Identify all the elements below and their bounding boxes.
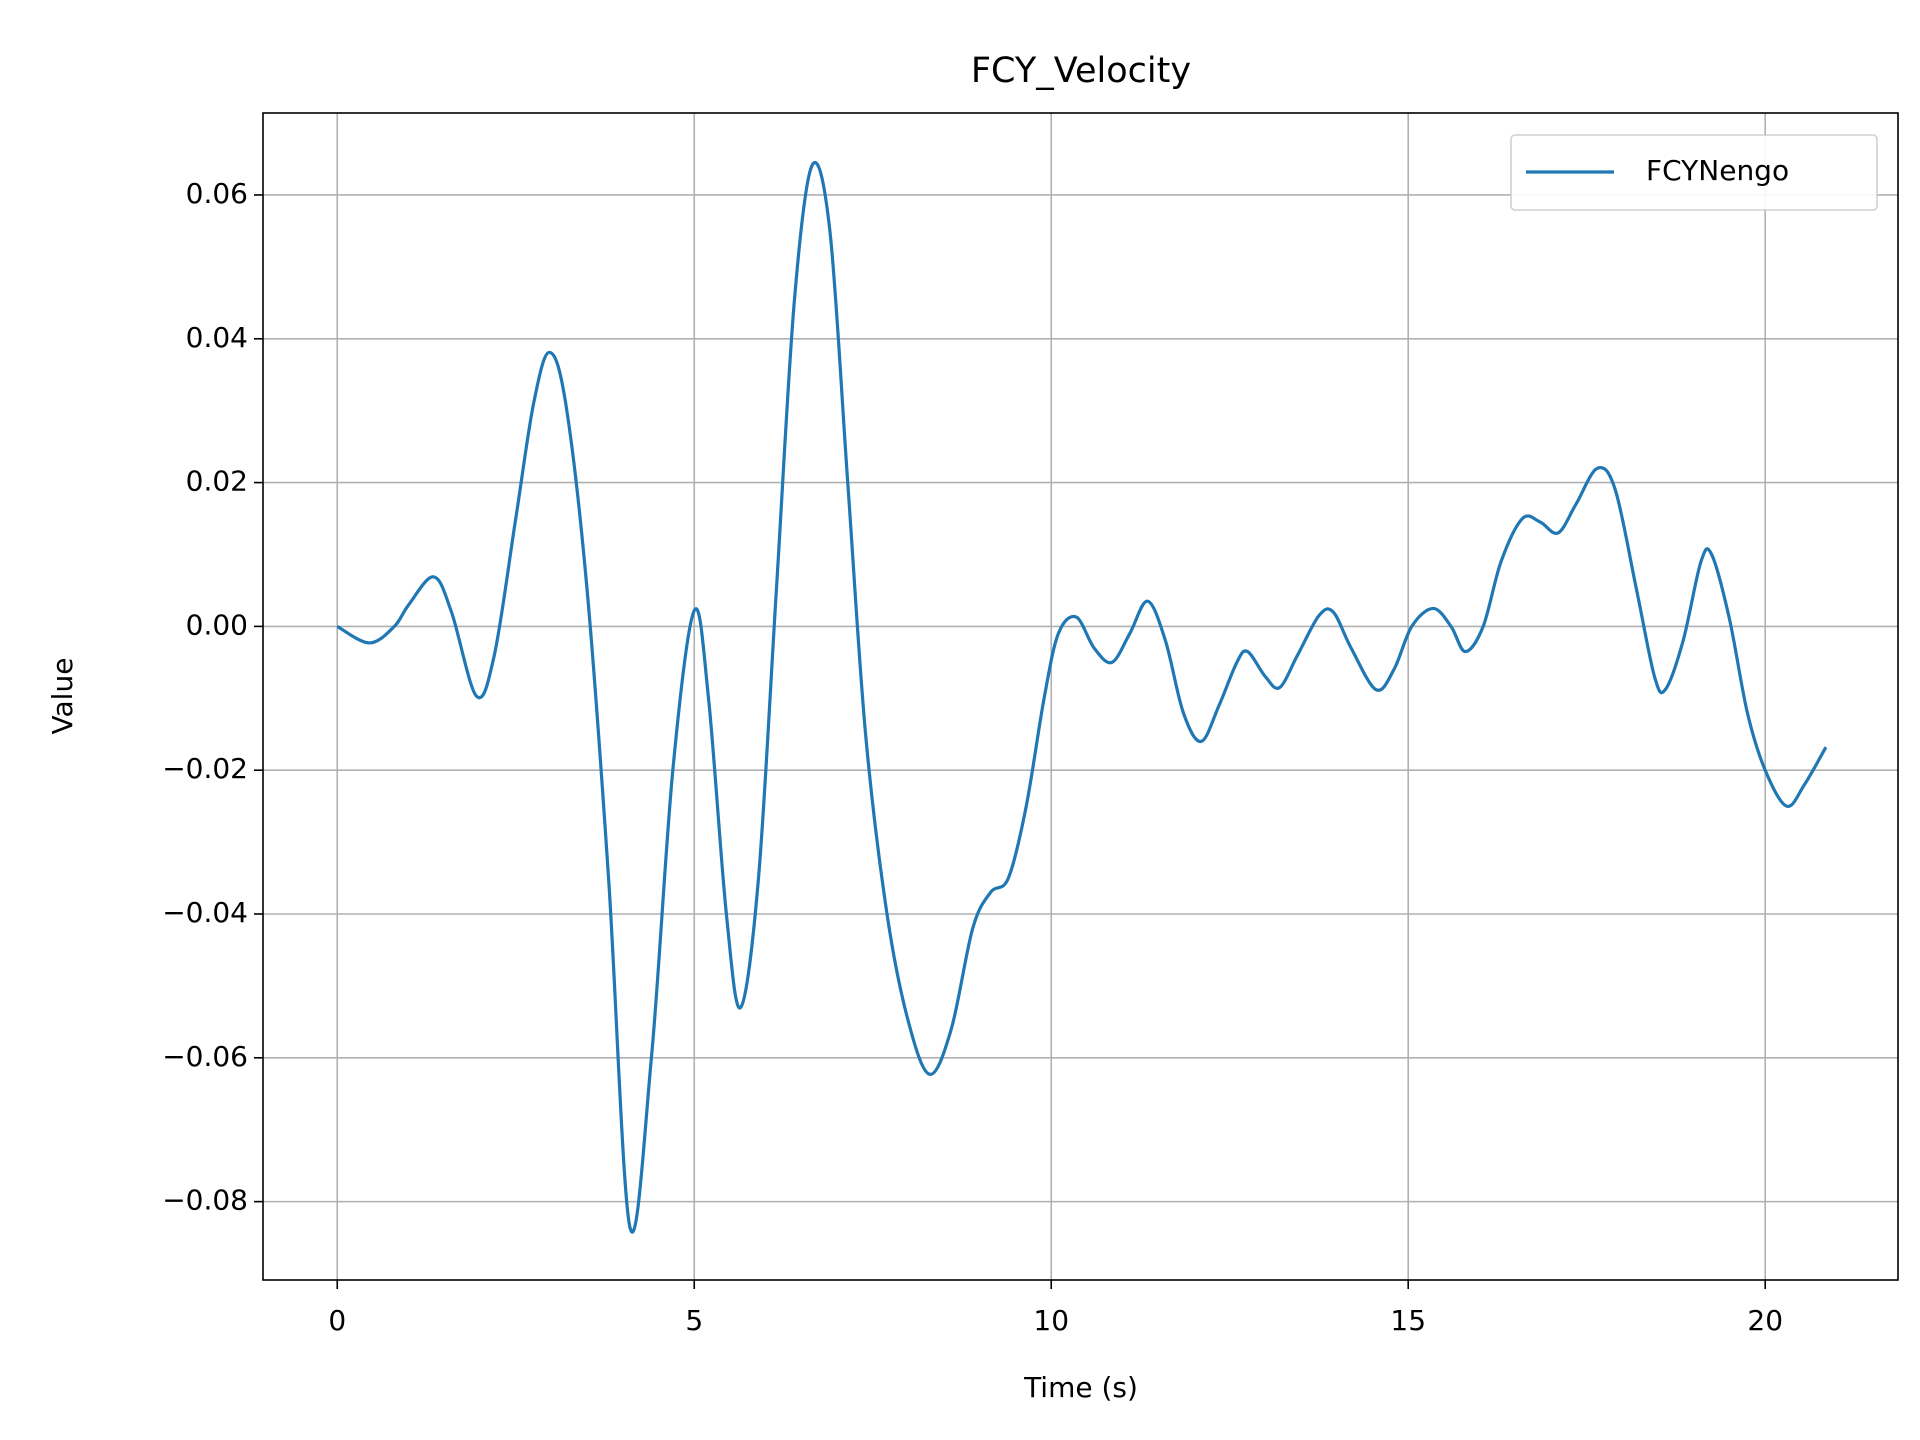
- y-tick-label: 0.00: [186, 608, 248, 641]
- y-tick-label: 0.06: [186, 177, 248, 210]
- line-series: [336, 161, 1828, 1234]
- x-tick-label: 5: [685, 1304, 703, 1337]
- legend-box: [1510, 134, 1878, 211]
- y-tick-label: −0.04: [162, 896, 248, 929]
- y-axis-label: Value: [46, 658, 79, 735]
- y-tick-label: 0.02: [186, 465, 248, 498]
- x-axis-label: Time (s): [1023, 1371, 1138, 1404]
- y-tick-label: −0.06: [162, 1040, 248, 1073]
- x-tick-label: 15: [1390, 1304, 1426, 1337]
- legend-label: FCYNengo: [1646, 154, 1789, 187]
- chart-title: FCY_Velocity: [971, 51, 1191, 91]
- y-tick-label: −0.08: [162, 1184, 248, 1217]
- y-tick-label: 0.04: [186, 321, 248, 354]
- x-tick-label: 20: [1747, 1304, 1783, 1337]
- x-tick-label: 0: [328, 1304, 346, 1337]
- y-tick-label: −0.02: [162, 752, 248, 785]
- x-tick-label: 10: [1033, 1304, 1069, 1337]
- plot-frame: [262, 112, 1899, 1281]
